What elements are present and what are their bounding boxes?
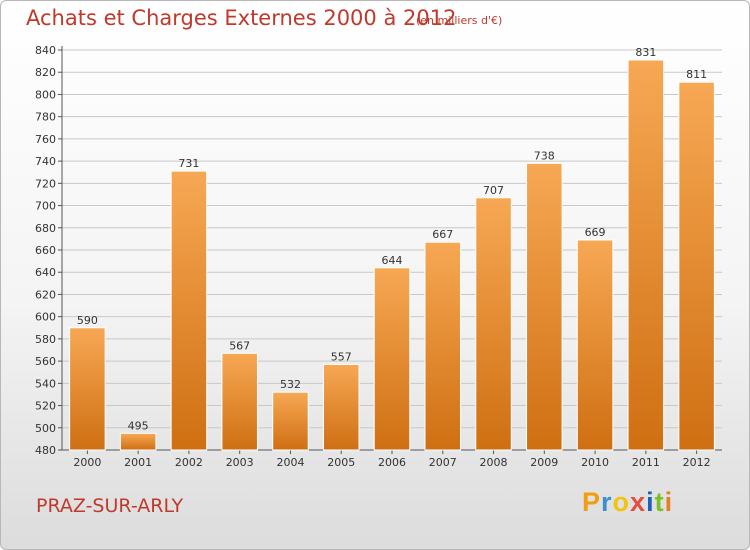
x-tick-label: 2001 — [124, 456, 152, 469]
bar-2007 — [424, 241, 462, 451]
y-tick-label: 720 — [35, 177, 56, 190]
value-label: 731 — [178, 157, 199, 170]
x-tick-label: 2010 — [581, 456, 609, 469]
x-tick-label: 2007 — [429, 456, 457, 469]
x-tick-label: 2003 — [226, 456, 254, 469]
y-tick-label: 740 — [35, 155, 56, 168]
y-tick-label: 540 — [35, 377, 56, 390]
x-tick-label: 2006 — [378, 456, 406, 469]
x-tick-label: 2004 — [276, 456, 304, 469]
value-label: 557 — [331, 350, 352, 363]
y-tick-label: 500 — [35, 422, 56, 435]
bar-2003 — [221, 352, 258, 451]
chart-title: Achats et Charges Externes 2000 à 2012 — [26, 6, 457, 30]
bar-2011 — [627, 59, 665, 451]
x-tick-label: 2002 — [175, 456, 203, 469]
logo-letter: i — [664, 487, 674, 517]
value-label: 707 — [483, 184, 504, 197]
x-tick-label: 2012 — [683, 456, 711, 469]
logo-letter: t — [654, 487, 665, 517]
value-label: 495 — [128, 419, 149, 432]
bar-2004 — [272, 391, 309, 451]
x-tick-label: 2008 — [480, 456, 508, 469]
y-tick-label: 760 — [35, 133, 56, 146]
y-tick-label: 640 — [35, 266, 56, 279]
labels: 480 500 520 540 560 580 600 620 640 660 680 700 720 7… — [35, 44, 711, 469]
y-tick-label: 520 — [35, 400, 56, 413]
bar-2009 — [526, 162, 563, 451]
bar-2005 — [322, 363, 360, 451]
x-tick-label: 2009 — [530, 456, 558, 469]
value-label: 811 — [686, 68, 707, 81]
bar-2000 — [69, 327, 106, 451]
y-tick-label: 620 — [35, 288, 56, 301]
value-label: 590 — [77, 314, 98, 327]
value-label: 738 — [534, 149, 555, 162]
y-tick-label: 480 — [35, 444, 56, 457]
logo-letter: i — [646, 487, 655, 517]
logo-letter: o — [612, 487, 631, 517]
y-tick-label: 800 — [35, 88, 56, 101]
y-tick-label: 600 — [35, 311, 56, 324]
y-tick-label: 780 — [35, 111, 56, 124]
value-label: 532 — [280, 378, 301, 391]
commune-name: PRAZ-SUR-ARLY — [36, 495, 184, 517]
y-tick-label: 840 — [35, 44, 56, 57]
value-label: 567 — [229, 339, 250, 352]
y-tick-label: 680 — [35, 222, 56, 235]
y-tick-label: 560 — [35, 355, 56, 368]
y-tick-label: 580 — [35, 333, 56, 346]
bar-2012 — [678, 81, 715, 451]
logo-letter: x — [630, 487, 647, 517]
value-label: 831 — [635, 46, 656, 59]
value-label: 667 — [432, 228, 453, 241]
y-tick-label: 700 — [35, 200, 56, 213]
x-tick-label: 2011 — [632, 456, 660, 469]
value-label: 644 — [382, 254, 403, 267]
x-tick-label: 2000 — [73, 456, 101, 469]
bar-2001 — [119, 432, 157, 451]
logo-letter: P — [582, 487, 602, 517]
bar-2006 — [373, 267, 411, 451]
bar-2010 — [576, 239, 614, 451]
logo-letter: r — [601, 487, 613, 517]
value-label: 669 — [585, 226, 606, 239]
y-tick-label: 820 — [35, 66, 56, 79]
x-tick-label: 2005 — [327, 456, 355, 469]
proxiti-logo: Proxiti — [582, 487, 673, 518]
unit-label: (en milliers d'€) — [416, 14, 503, 27]
bars — [69, 59, 715, 451]
y-tick-label: 660 — [35, 244, 56, 257]
bar-2008 — [475, 197, 512, 451]
bar-2002 — [170, 170, 208, 451]
